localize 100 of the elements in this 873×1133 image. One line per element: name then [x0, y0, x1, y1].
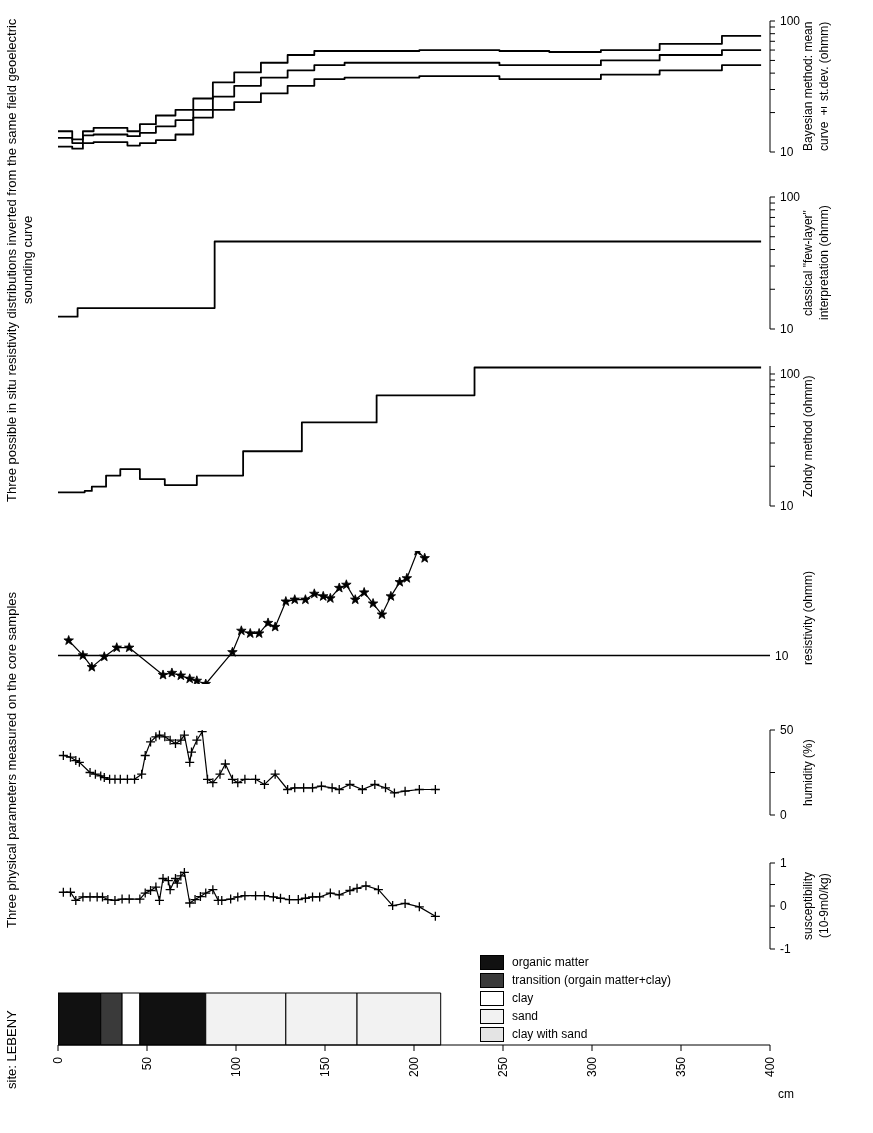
point: [307, 891, 318, 903]
point: [341, 579, 352, 590]
point: [385, 590, 397, 601]
point: [334, 582, 345, 593]
point: [316, 780, 327, 792]
point: [164, 884, 176, 895]
point: [145, 736, 156, 748]
point: [245, 628, 256, 638]
point: [401, 572, 413, 583]
point: [419, 552, 430, 563]
point: [232, 891, 243, 903]
x-tick-label: 50: [140, 1056, 154, 1071]
point: [394, 576, 405, 587]
x-tick-label: 350: [674, 1056, 688, 1078]
y-tick-label: 1: [780, 856, 787, 871]
point: [309, 588, 320, 599]
point: [166, 667, 178, 678]
point: [344, 885, 356, 896]
point: [157, 669, 169, 680]
point: [399, 898, 411, 909]
point: [140, 887, 151, 899]
point: [326, 782, 338, 793]
point: [77, 650, 89, 660]
point: [414, 901, 425, 913]
text: Three possible in situ resistivity distributions inverted from the same field geoelectric sounding curve: [4, 17, 36, 504]
y-axis-title: susceptibility (10-9m0/kg): [800, 871, 832, 942]
point: [239, 774, 251, 785]
point: [268, 891, 279, 903]
point: [227, 646, 238, 657]
legend-label: transition (orgain matter+clay): [512, 973, 672, 987]
point: [280, 596, 291, 606]
x-tick-label: 250: [496, 1056, 510, 1078]
x-axis-title: cm: [778, 1087, 794, 1101]
point: [111, 642, 122, 653]
x-tick-label: 100: [229, 1056, 243, 1078]
point: [314, 891, 325, 903]
point: [376, 609, 388, 620]
legend-label: clay with sand: [512, 1027, 588, 1041]
y-tick-label: 10: [780, 145, 794, 160]
point: [225, 893, 236, 905]
y-tick-label: 100: [780, 190, 801, 205]
y-tick-label: 10: [780, 322, 794, 337]
x-tick-label: 0: [51, 1056, 65, 1064]
point: [184, 897, 195, 909]
point: [186, 746, 197, 758]
point: [200, 887, 211, 899]
point: [189, 894, 201, 905]
point: [99, 651, 110, 662]
point: [250, 890, 261, 901]
point: [122, 774, 133, 785]
point: [184, 673, 195, 684]
point: [220, 758, 231, 770]
point: [236, 625, 247, 636]
point: [350, 594, 361, 605]
y-tick-label: 0: [780, 899, 787, 914]
point: [77, 891, 89, 903]
point: [367, 598, 379, 608]
point: [86, 661, 97, 672]
y-axis-title: Zohdy method (ohmm): [800, 374, 816, 499]
y-axis-title: humidity (%): [800, 738, 816, 808]
y-tick-label: 100: [780, 367, 801, 382]
x-tick-label: 300: [585, 1056, 599, 1078]
point: [175, 670, 186, 681]
legend-label: organic matter: [512, 955, 589, 969]
point: [253, 628, 265, 638]
point: [116, 893, 128, 905]
x-tick-label: 150: [318, 1056, 332, 1078]
text: site: LEBENY: [4, 1009, 20, 1092]
y-tick-label: 0: [780, 808, 787, 823]
y-axis-title: classical "few-layer" interpretation (ohmm): [800, 204, 832, 323]
point: [179, 730, 190, 741]
point: [239, 890, 251, 901]
point: [175, 870, 186, 882]
point: [207, 884, 219, 895]
x-tick-label: 200: [407, 1056, 421, 1078]
point: [84, 891, 96, 903]
y-tick-label: 10: [780, 499, 794, 514]
point: [134, 893, 146, 905]
point: [325, 887, 336, 899]
y-axis-title: resistivity (ohmm): [800, 569, 816, 667]
x-tick-label: 400: [763, 1056, 777, 1078]
point: [270, 621, 281, 632]
y-tick-label: 50: [780, 723, 794, 738]
point: [289, 594, 300, 605]
legend-label: sand: [512, 1009, 539, 1023]
point: [124, 893, 135, 905]
point: [109, 895, 121, 906]
y-tick-label: 100: [780, 14, 801, 29]
point: [389, 787, 400, 799]
point: [318, 590, 329, 601]
point: [344, 779, 356, 790]
point: [150, 881, 162, 893]
point: [360, 880, 372, 891]
point: [359, 587, 370, 597]
point: [325, 592, 336, 603]
point: [63, 635, 74, 645]
point: [214, 769, 226, 780]
point: [300, 594, 311, 605]
text: Three physical parameters measured on the core samples: [4, 591, 20, 930]
point: [399, 786, 411, 797]
